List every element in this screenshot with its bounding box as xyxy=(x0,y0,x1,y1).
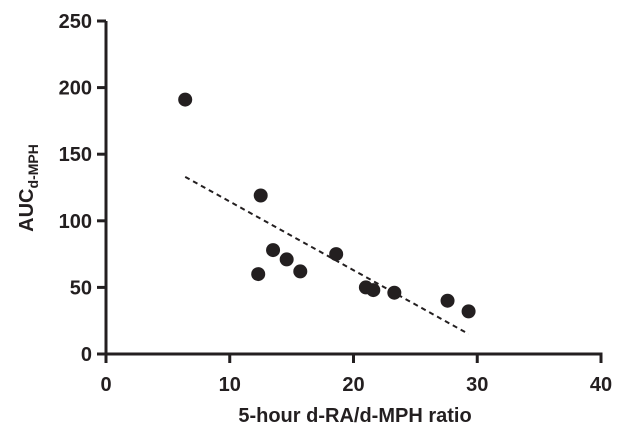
data-points xyxy=(178,92,476,319)
data-point xyxy=(266,243,281,258)
x-axis-title: 5-hour d-RA/d-MPH ratio xyxy=(238,405,471,427)
y-tick-label: 250 xyxy=(59,11,92,33)
data-point xyxy=(387,285,402,300)
trendline xyxy=(184,175,470,335)
data-point xyxy=(329,247,344,262)
x-tick-label: 30 xyxy=(466,374,488,396)
x-axis: 0 10 20 30 40 xyxy=(100,352,612,396)
data-point xyxy=(253,188,268,203)
y-tick-label: 100 xyxy=(59,211,92,233)
x-tick-label: 10 xyxy=(219,374,241,396)
data-point xyxy=(440,293,455,308)
y-tick-label: 0 xyxy=(81,344,92,366)
data-point xyxy=(178,92,193,107)
y-axis-title: AUCd-MPH xyxy=(16,144,41,232)
x-tick-label: 0 xyxy=(100,374,111,396)
y-axis-title-main: AUC xyxy=(16,188,38,231)
data-point xyxy=(366,283,381,298)
data-point xyxy=(251,267,266,282)
data-point xyxy=(293,264,308,279)
y-tick-label: 50 xyxy=(70,277,92,299)
y-tick-label: 150 xyxy=(59,144,92,166)
x-tick-label: 20 xyxy=(342,374,364,396)
data-point xyxy=(461,304,476,319)
x-tick-label: 40 xyxy=(590,374,612,396)
y-tick-label: 200 xyxy=(59,78,92,100)
y-axis-title-subscript: d-MPH xyxy=(25,144,41,188)
y-axis: 0 50 100 150 200 250 xyxy=(59,11,108,366)
data-point xyxy=(279,252,294,267)
trendline-group xyxy=(184,175,470,335)
